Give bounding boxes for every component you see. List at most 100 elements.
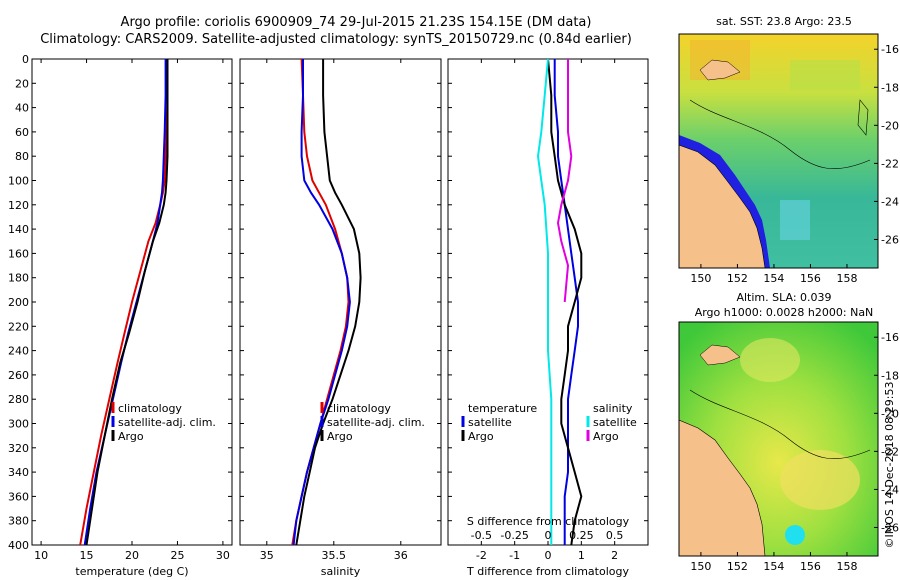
series-temperature-satellite	[553, 59, 579, 545]
difference-x-axis-label: T difference from climatology	[466, 565, 629, 578]
y-tick-label: 20	[15, 77, 29, 90]
difference-x-tick-label: 2	[611, 549, 618, 562]
title-line-1: Argo profile: coriolis 6900909_74 29-Jul…	[121, 15, 592, 30]
salinity-plot-frame	[239, 58, 442, 546]
y-tick-label: 340	[8, 466, 29, 479]
legend-label: Argo	[118, 430, 144, 443]
temperature-x-tick-label: 10	[34, 549, 48, 562]
s-diff-tick-label: 0.5	[606, 529, 624, 542]
y-tick-label: 100	[8, 175, 29, 188]
sst-land	[679, 144, 766, 268]
legend-label: Argo	[593, 430, 619, 443]
temperature-x-axis-label: temperature (deg C)	[75, 565, 188, 578]
y-tick-label: 200	[8, 296, 29, 309]
map-y-tick-label: -16	[881, 43, 899, 56]
y-tick-label: 40	[15, 102, 29, 115]
series-argo	[85, 59, 169, 546]
y-tick-label: 180	[8, 272, 29, 285]
s-diff-tick-label: 0	[545, 529, 552, 542]
legend-label: satellite	[593, 416, 637, 429]
map-x-tick-label: 154	[763, 272, 784, 285]
map-y-tick-label: -24	[881, 483, 899, 496]
temperature-x-tick-label: 15	[80, 549, 94, 562]
sla-land	[679, 419, 766, 556]
sla-bathymetry-contour	[689, 389, 871, 460]
sla-title-line-2: Argo h1000: 0.0028 h2000: NaN	[695, 306, 874, 319]
sla-title-line-1: Altim. SLA: 0.039	[736, 291, 831, 304]
legend-label: satellite-adj. clim.	[118, 416, 216, 429]
sla-island	[699, 344, 741, 366]
map-y-tick-label: -24	[881, 195, 899, 208]
series-argo	[295, 59, 362, 546]
legend-temperature-title: temperature	[468, 402, 537, 415]
y-tick-label: 280	[8, 393, 29, 406]
y-tick-label: 80	[15, 150, 29, 163]
difference-x-tick-label: 0	[545, 549, 552, 562]
map-x-tick-label: 152	[727, 560, 748, 573]
sla-high-2	[740, 338, 800, 382]
temperature-x-tick-label: 30	[216, 549, 230, 562]
map-x-tick-label: 150	[690, 272, 711, 285]
map-y-tick-label: -18	[881, 369, 899, 382]
map-x-tick-label: 156	[800, 560, 821, 573]
series-temperature-argo	[547, 58, 583, 546]
y-tick-label: 0	[22, 53, 29, 66]
y-tick-label: 220	[8, 320, 29, 333]
salinity-x-tick-label: 35.5	[322, 549, 347, 562]
temperature-x-tick-label: 20	[125, 549, 139, 562]
map-x-tick-label: 158	[836, 272, 857, 285]
difference-x-tick-label: -1	[509, 549, 520, 562]
title-line-2: Climatology: CARS2009. Satellite-adjuste…	[40, 32, 632, 47]
sst-reef-outline	[857, 99, 869, 136]
temperature-x-tick-label: 25	[170, 549, 184, 562]
s-diff-axis-label: S difference from climatology	[467, 515, 630, 528]
legend-label: satellite-adj. clim.	[327, 416, 425, 429]
y-tick-label: 120	[8, 199, 29, 212]
y-tick-label: 140	[8, 223, 29, 236]
temperature-panel: 0 20 40 60 80 100 120 140 160 180 200 220 240 260 280 3…	[8, 53, 233, 578]
y-tick-label: 60	[15, 126, 29, 139]
map-x-tick-label: 150	[690, 560, 711, 573]
legend-salinity-title: salinity	[593, 402, 633, 415]
sst-map: 150 152 154 156 158 -16 -18 -20 -22 -24 -26	[678, 33, 899, 285]
salinity-panel: 35 35.5 36 salinity climatologysatellite-adj…	[239, 58, 442, 578]
difference-panel: -2 -1 0 1 2 T difference from climatology S di…	[447, 58, 649, 578]
sst-map-title: sat. SST: 23.8 Argo: 23.5	[716, 15, 852, 28]
map-y-tick-label: -16	[881, 331, 899, 344]
y-tick-label: 320	[8, 442, 29, 455]
map-y-tick-label: -26	[881, 521, 899, 534]
map-y-tick-label: -20	[881, 407, 899, 420]
legend-label: climatology	[327, 402, 391, 415]
y-tick-label: 240	[8, 345, 29, 358]
series-climatology	[79, 59, 169, 546]
sla-high	[780, 450, 860, 510]
sst-patch	[790, 60, 860, 90]
series-salinity-satellite	[536, 58, 553, 545]
difference-x-tick-label: -2	[476, 549, 487, 562]
s-diff-tick-label: -0.5	[471, 529, 492, 542]
sla-low	[785, 525, 805, 545]
legend-label: Argo	[327, 430, 353, 443]
y-tick-label: 300	[8, 418, 29, 431]
sst-map-frame	[678, 33, 879, 269]
imos-watermark: ©IMOS 14-Dec-2018 08:29:53	[883, 382, 896, 549]
y-tick-label: 260	[8, 369, 29, 382]
salinity-x-tick-label: 36	[394, 549, 408, 562]
sla-map-frame	[678, 321, 879, 557]
series-satellite-adj-clim-	[292, 59, 351, 546]
legend-label: satellite	[468, 416, 512, 429]
sst-cool-patch	[780, 200, 810, 240]
legend-label: Argo	[468, 430, 494, 443]
map-y-tick-label: -20	[881, 119, 899, 132]
series-salinity-argo	[556, 59, 573, 303]
map-y-tick-label: -22	[881, 157, 899, 170]
map-y-tick-label: -26	[881, 233, 899, 246]
salinity-x-axis-label: salinity	[321, 565, 361, 578]
map-y-tick-label: -18	[881, 81, 899, 94]
map-y-tick-label: -22	[881, 445, 899, 458]
map-x-tick-label: 152	[727, 272, 748, 285]
y-tick-label: 360	[8, 490, 29, 503]
legend-label: climatology	[118, 402, 182, 415]
map-x-tick-label: 158	[836, 560, 857, 573]
